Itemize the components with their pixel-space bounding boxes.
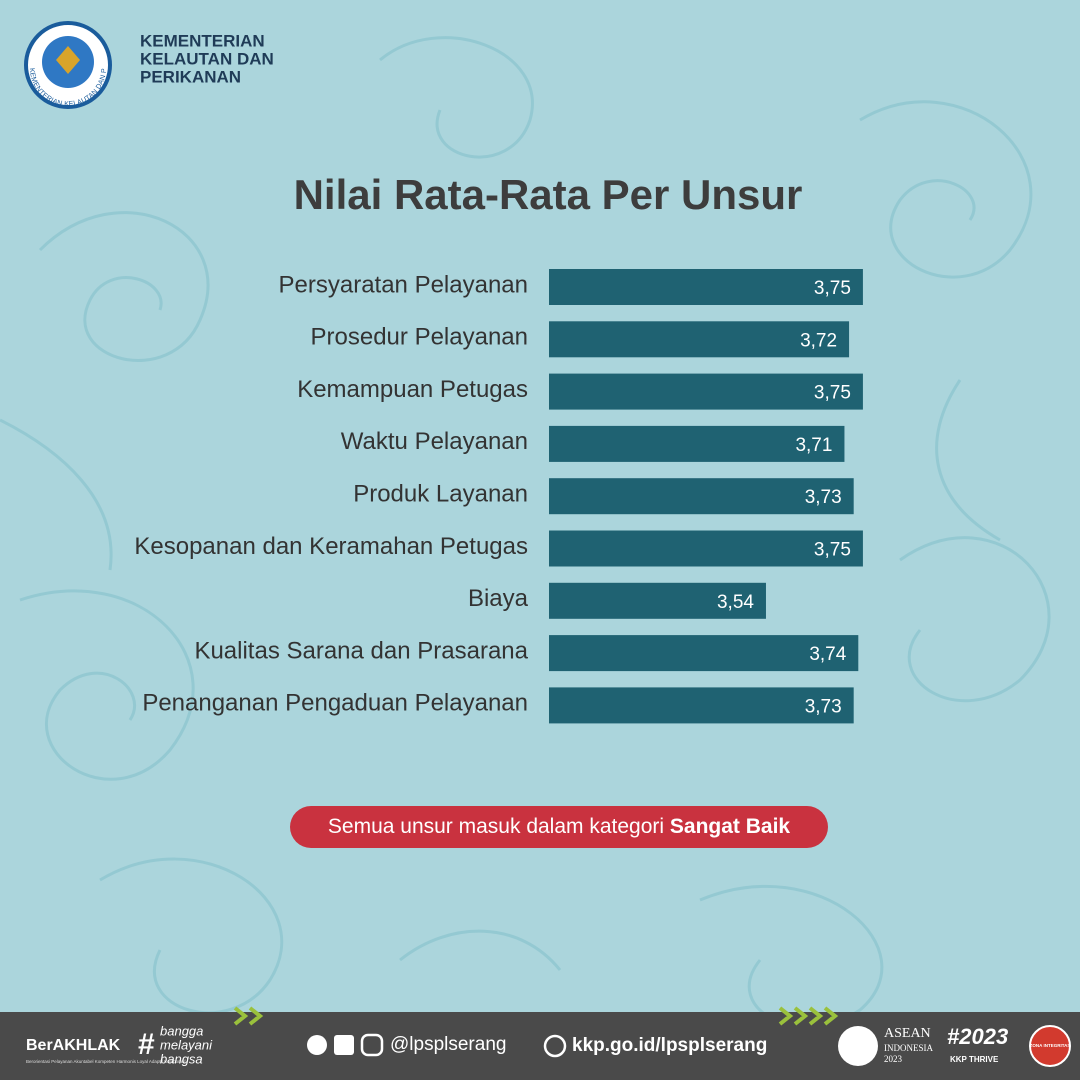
category-label: Kemampuan Petugas [297, 376, 528, 403]
social-handle: @lpsplserang [390, 1034, 506, 1055]
category-label: Persyaratan Pelayanan [279, 271, 529, 298]
badge-text: Semua unsur masuk dalam kategori Sangat … [328, 815, 791, 838]
bar [549, 687, 854, 724]
value-label: 3,73 [805, 696, 842, 717]
org-name: KEMENTERIAN [140, 31, 265, 50]
tagline: bangsa [160, 1051, 203, 1066]
asean-text: INDONESIA [884, 1043, 933, 1053]
asean-text: 2023 [884, 1054, 903, 1064]
category-label: Prosedur Pelayanan [311, 324, 528, 351]
website: kkp.go.id/lpsplserang [572, 1035, 767, 1056]
asean-logo [838, 1026, 878, 1066]
social-icons [307, 1033, 384, 1057]
bar [549, 425, 845, 462]
category-label: Kesopanan dan Keramahan Petugas [134, 533, 528, 560]
tagline: melayani [160, 1037, 213, 1052]
zona-logo [1029, 1025, 1071, 1067]
chart-title: Nilai Rata-Rata Per Unsur [294, 171, 803, 218]
bar [549, 530, 863, 567]
globe-icon [543, 1034, 567, 1058]
bar [549, 582, 766, 619]
asean-text: ASEAN [884, 1026, 931, 1041]
swirl-pattern [0, 36, 1051, 1028]
footer: BerAKHLAK Berorientasi Pelayanan Akuntab… [0, 1006, 1080, 1080]
footer-bg [0, 1012, 1080, 1080]
brand: BerAKHLAK [26, 1037, 121, 1054]
value-label: 3,75 [814, 540, 851, 561]
badge-plain: Semua unsur masuk dalam kategori [328, 815, 670, 838]
zona-text: ZONA INTEGRITAS [1030, 1043, 1071, 1048]
tagline: bangga [160, 1023, 203, 1038]
value-label: 3,71 [795, 435, 832, 456]
value-label: 3,75 [814, 383, 851, 404]
value-label: 3,73 [805, 487, 842, 508]
bar [549, 635, 859, 672]
value-label: 3,75 [814, 278, 851, 299]
org-name: KELAUTAN DAN [140, 49, 274, 68]
badge-emphasis: Sangat Baik [670, 815, 791, 838]
category-label: Penanganan Pengaduan Pelayanan [142, 690, 528, 717]
thrive-text: KKP THRIVE [950, 1055, 999, 1064]
value-label: 3,74 [809, 644, 846, 665]
brand-sub: Berorientasi Pelayanan Akuntabel Kompete… [26, 1059, 186, 1064]
category-label: Biaya [468, 585, 529, 612]
category-label: Produk Layanan [353, 481, 528, 508]
bar [549, 373, 863, 410]
hash-icon: # [138, 1028, 155, 1061]
plot: Persyaratan Pelayanan 3,75 Prosedur Pelaya… [134, 269, 863, 724]
badge-bg [290, 806, 828, 848]
bar [549, 321, 850, 358]
badge: Semua unsur masuk dalam kategori Sangat … [290, 806, 828, 848]
category-label: Waktu Pelayanan [341, 428, 528, 455]
bar [549, 478, 854, 515]
value-label: 3,72 [800, 330, 837, 351]
bar [549, 269, 863, 305]
value-label: 3,54 [717, 592, 754, 613]
org-name: PERIKANAN [140, 67, 241, 86]
thrive-year: #2023 [947, 1024, 1008, 1049]
category-label: Kualitas Sarana dan Prasarana [194, 637, 528, 664]
chevrons [233, 1006, 839, 1026]
